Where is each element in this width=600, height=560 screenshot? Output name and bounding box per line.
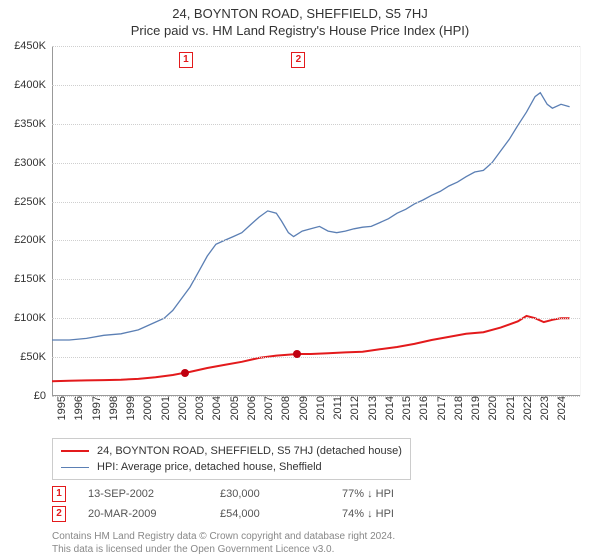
y-tick-label: £250K (14, 196, 52, 208)
legend-swatch (61, 467, 89, 468)
x-tick-label: 2005 (225, 396, 241, 420)
y-tick-label: £50K (20, 351, 52, 363)
legend: 24, BOYNTON ROAD, SHEFFIELD, S5 7HJ (det… (52, 438, 411, 480)
x-tick-label: 2019 (466, 396, 482, 420)
x-tick-label: 2002 (173, 396, 189, 420)
x-tick-label: 2020 (483, 396, 499, 420)
sales-table: 1 13-SEP-2002 £30,000 77% ↓ HPI 2 20-MAR-2009… (52, 484, 394, 524)
x-tick-label: 2010 (311, 396, 327, 420)
x-tick-label: 2022 (518, 396, 534, 420)
y-tick-label: £0 (34, 390, 52, 402)
sale-price: £54,000 (220, 508, 320, 520)
sale-date: 20-MAR-2009 (88, 508, 198, 520)
x-tick-label: 1997 (87, 396, 103, 420)
property-line (52, 316, 570, 381)
footer-line-2: This data is licensed under the Open Gov… (52, 543, 395, 556)
x-tick-label: 2006 (242, 396, 258, 420)
x-tick-label: 2007 (259, 396, 275, 420)
sales-table-row: 2 20-MAR-2009 £54,000 74% ↓ HPI (52, 504, 394, 524)
x-tick-label: 1996 (69, 396, 85, 420)
legend-swatch (61, 450, 89, 452)
sale-marker-box: 2 (291, 52, 305, 68)
sale-date: 13-SEP-2002 (88, 488, 198, 500)
y-tick-label: £150K (14, 273, 52, 285)
x-tick-label: 1998 (104, 396, 120, 420)
sales-table-row: 1 13-SEP-2002 £30,000 77% ↓ HPI (52, 484, 394, 504)
title-subtitle: Price paid vs. HM Land Registry's House … (0, 21, 600, 38)
x-tick-label: 1999 (121, 396, 137, 420)
x-tick-label: 2014 (380, 396, 396, 420)
sale-marker-box: 2 (52, 506, 66, 522)
x-tick-label: 2015 (397, 396, 413, 420)
sale-delta: 74% ↓ HPI (342, 508, 394, 520)
gridline-h (52, 318, 580, 319)
gridline-h (52, 85, 580, 86)
line-layer (52, 46, 580, 396)
sale-price: £30,000 (220, 488, 320, 500)
title-address: 24, BOYNTON ROAD, SHEFFIELD, S5 7HJ (0, 0, 600, 21)
sale-marker-box: 1 (52, 486, 66, 502)
footer-line-1: Contains HM Land Registry data © Crown c… (52, 530, 395, 543)
plot-area: £0£50K£100K£150K£200K£250K£300K£350K£400… (52, 46, 580, 396)
y-tick-label: £200K (14, 234, 52, 246)
legend-label: 24, BOYNTON ROAD, SHEFFIELD, S5 7HJ (det… (97, 443, 402, 459)
gridline-h (52, 240, 580, 241)
x-tick-label: 2004 (207, 396, 223, 420)
gridline-h (52, 357, 580, 358)
x-tick-label: 2017 (432, 396, 448, 420)
x-tick-label: 2021 (501, 396, 517, 420)
sale-marker-dot (181, 369, 189, 377)
x-tick-label: 2003 (190, 396, 206, 420)
legend-row: 24, BOYNTON ROAD, SHEFFIELD, S5 7HJ (det… (61, 443, 402, 459)
sale-delta: 77% ↓ HPI (342, 488, 394, 500)
x-tick-label: 2012 (345, 396, 361, 420)
x-tick-label: 2023 (535, 396, 551, 420)
gridline-h (52, 163, 580, 164)
gridline-h (52, 46, 580, 47)
y-tick-label: £350K (14, 118, 52, 130)
x-tick-label: 2009 (294, 396, 310, 420)
x-tick-label: 2000 (138, 396, 154, 420)
sale-marker-dot (293, 350, 301, 358)
x-tick-label: 2001 (156, 396, 172, 420)
gridline-h (52, 279, 580, 280)
x-tick-label: 2018 (449, 396, 465, 420)
legend-label: HPI: Average price, detached house, Shef… (97, 459, 322, 475)
footer: Contains HM Land Registry data © Crown c… (52, 530, 395, 556)
y-tick-label: £400K (14, 79, 52, 91)
x-tick-label: 2011 (328, 396, 344, 420)
gridline-h (52, 124, 580, 125)
x-tick-label: 2013 (363, 396, 379, 420)
y-tick-label: £300K (14, 157, 52, 169)
y-tick-label: £100K (14, 312, 52, 324)
x-tick-label: 2024 (552, 396, 568, 420)
gridline-h (52, 202, 580, 203)
legend-row: HPI: Average price, detached house, Shef… (61, 459, 402, 475)
x-tick-label: 2016 (414, 396, 430, 420)
hpi-line (52, 93, 570, 340)
y-tick-label: £450K (14, 40, 52, 52)
x-tick-label: 1995 (52, 396, 68, 420)
sale-marker-box: 1 (179, 52, 193, 68)
chart-container: 24, BOYNTON ROAD, SHEFFIELD, S5 7HJ Pric… (0, 0, 600, 560)
x-tick-label: 2008 (276, 396, 292, 420)
